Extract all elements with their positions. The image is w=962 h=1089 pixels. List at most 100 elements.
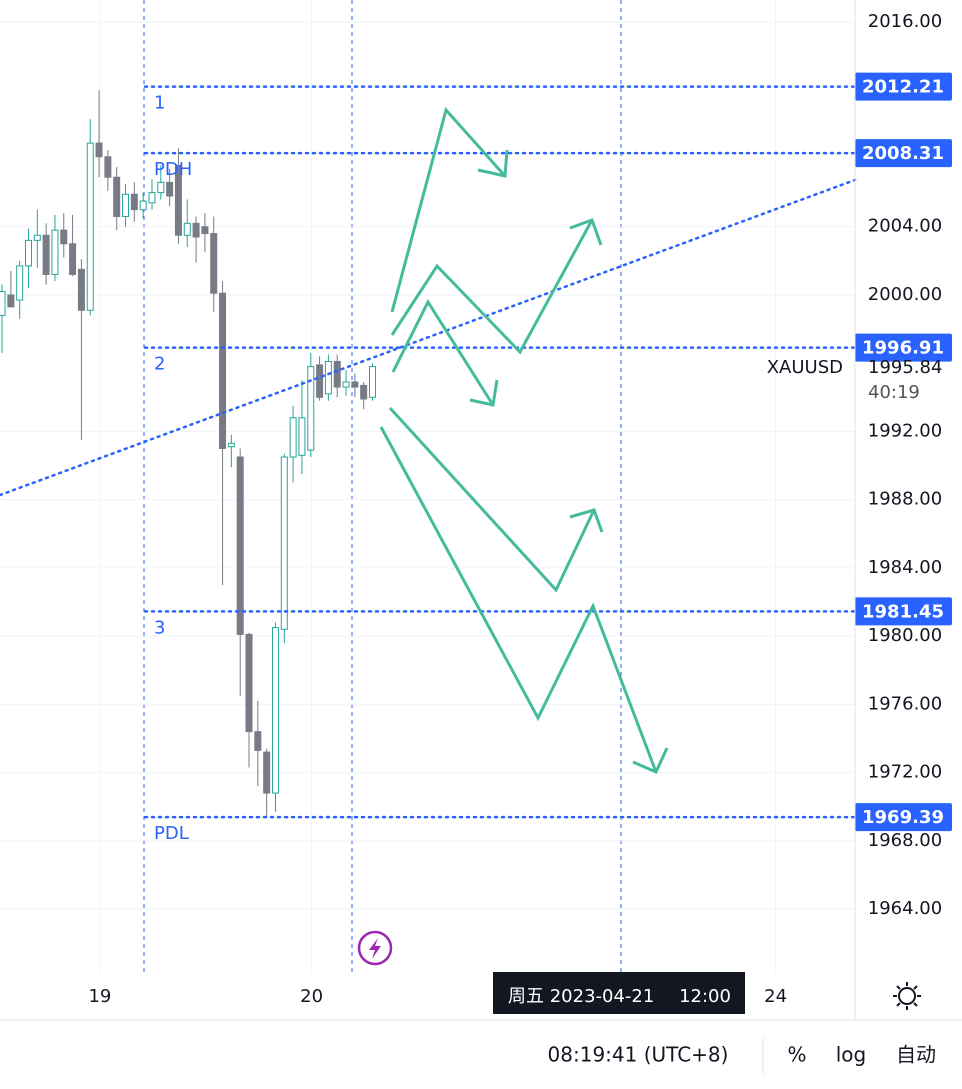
candle-body bbox=[183, 222, 191, 236]
candle-body bbox=[33, 234, 41, 241]
y-tick-label: 1964.00 bbox=[868, 898, 942, 919]
y-tick-label: 1992.00 bbox=[868, 420, 942, 441]
arrow-head bbox=[469, 379, 499, 407]
y-tick-label: 1984.00 bbox=[868, 557, 942, 578]
candle-body bbox=[245, 633, 253, 733]
y-tick-label: 2000.00 bbox=[868, 284, 942, 305]
candle-body bbox=[227, 442, 235, 448]
level-price: 1996.91 bbox=[862, 338, 944, 359]
level-price: 2008.31 bbox=[862, 143, 944, 164]
level-label: PDL bbox=[154, 823, 189, 844]
level-price-box bbox=[855, 597, 952, 626]
candle-body bbox=[351, 381, 359, 388]
candle-body bbox=[51, 229, 59, 275]
arrow-head bbox=[569, 508, 604, 533]
candle-body bbox=[254, 731, 262, 751]
candle-body bbox=[139, 200, 147, 211]
candle-body bbox=[86, 142, 94, 311]
auto-button[interactable]: 自动 bbox=[896, 1043, 936, 1067]
settings-icon[interactable] bbox=[893, 982, 921, 1010]
arrow-head bbox=[632, 747, 669, 774]
log-button[interactable]: log bbox=[836, 1043, 867, 1067]
level-price-box bbox=[855, 72, 952, 101]
candle-body bbox=[0, 291, 6, 316]
symbol-label: XAUUSD bbox=[767, 357, 843, 378]
candle-body bbox=[148, 192, 156, 204]
candle-body bbox=[24, 239, 32, 267]
arrow-head bbox=[477, 149, 509, 178]
candle-body bbox=[307, 366, 315, 451]
annotations bbox=[379, 106, 669, 774]
y-tick-label: 2016.00 bbox=[868, 11, 942, 32]
level-price: 1981.45 bbox=[862, 601, 944, 622]
candle-body bbox=[174, 164, 182, 236]
candle-body bbox=[201, 226, 209, 235]
crosshair-date: 周五 2023-04-21 bbox=[508, 986, 654, 1007]
candle-body bbox=[7, 294, 15, 308]
candle-body bbox=[271, 627, 279, 794]
candle-body bbox=[69, 243, 77, 275]
candle-body bbox=[280, 456, 288, 630]
crosshair-label bbox=[493, 972, 745, 1014]
candle-body bbox=[77, 268, 85, 311]
candle-body bbox=[333, 360, 341, 388]
percent-button[interactable]: % bbox=[787, 1043, 806, 1067]
x-tick-label: 19 bbox=[88, 986, 111, 1007]
candle-body bbox=[122, 193, 130, 217]
last-price: 1995.84 bbox=[868, 357, 942, 378]
clock: 08:19:41 (UTC+8) bbox=[548, 1043, 729, 1067]
candle-body bbox=[113, 176, 121, 217]
grid bbox=[0, 0, 855, 972]
crosshair-time: 12:00 bbox=[679, 986, 731, 1007]
candle-body bbox=[369, 366, 377, 398]
y-tick-label: 1988.00 bbox=[868, 489, 942, 510]
candle-body bbox=[130, 193, 138, 211]
candle-body bbox=[298, 417, 306, 456]
candle-body bbox=[263, 751, 271, 794]
arrow-head bbox=[569, 218, 603, 246]
level-price: 2012.21 bbox=[862, 77, 944, 98]
candle-body bbox=[236, 456, 244, 635]
candle-body bbox=[324, 360, 332, 395]
y-tick-label: 1972.00 bbox=[868, 762, 942, 783]
y-tick-label: 1980.00 bbox=[868, 625, 942, 646]
candle-body bbox=[219, 292, 227, 449]
candle-body bbox=[42, 234, 50, 275]
level-label: 2 bbox=[154, 354, 165, 375]
y-tick-label: 2004.00 bbox=[868, 216, 942, 237]
trend-line bbox=[0, 178, 857, 497]
candle-body bbox=[157, 181, 165, 194]
candle-body bbox=[289, 417, 297, 458]
y-tick-label: 1976.00 bbox=[868, 693, 942, 714]
arrow bbox=[390, 106, 507, 313]
candle-body bbox=[104, 156, 112, 178]
candle-body bbox=[95, 142, 103, 158]
level-price-box bbox=[855, 803, 952, 832]
candle-body bbox=[342, 381, 350, 388]
candle-body bbox=[360, 384, 368, 400]
level-price-box bbox=[855, 139, 952, 168]
arrow bbox=[390, 219, 594, 355]
level-label: 3 bbox=[154, 617, 165, 638]
arrow bbox=[391, 298, 495, 406]
arrow bbox=[379, 426, 658, 773]
arrow bbox=[388, 406, 596, 593]
x-tick-label: 20 bbox=[300, 986, 323, 1007]
candles bbox=[0, 90, 377, 817]
candle-body bbox=[16, 265, 24, 301]
candle-body bbox=[60, 229, 68, 245]
x-tick-label: 24 bbox=[764, 986, 787, 1007]
level-price-box bbox=[855, 333, 952, 362]
lightning-icon[interactable] bbox=[357, 930, 393, 966]
countdown: 40:19 bbox=[868, 382, 920, 403]
candle-body bbox=[166, 181, 174, 197]
level-price: 1969.39 bbox=[862, 807, 944, 828]
levels: 1 2012.21 PDH 2008.31 2 1996.91 3 1981.45 PDL 196… bbox=[0, 72, 952, 844]
level-label: PDH bbox=[154, 159, 192, 180]
candle-body bbox=[210, 233, 218, 294]
candle-body bbox=[192, 222, 200, 238]
y-tick-label: 1968.00 bbox=[868, 830, 942, 851]
level-label: 1 bbox=[154, 93, 165, 114]
